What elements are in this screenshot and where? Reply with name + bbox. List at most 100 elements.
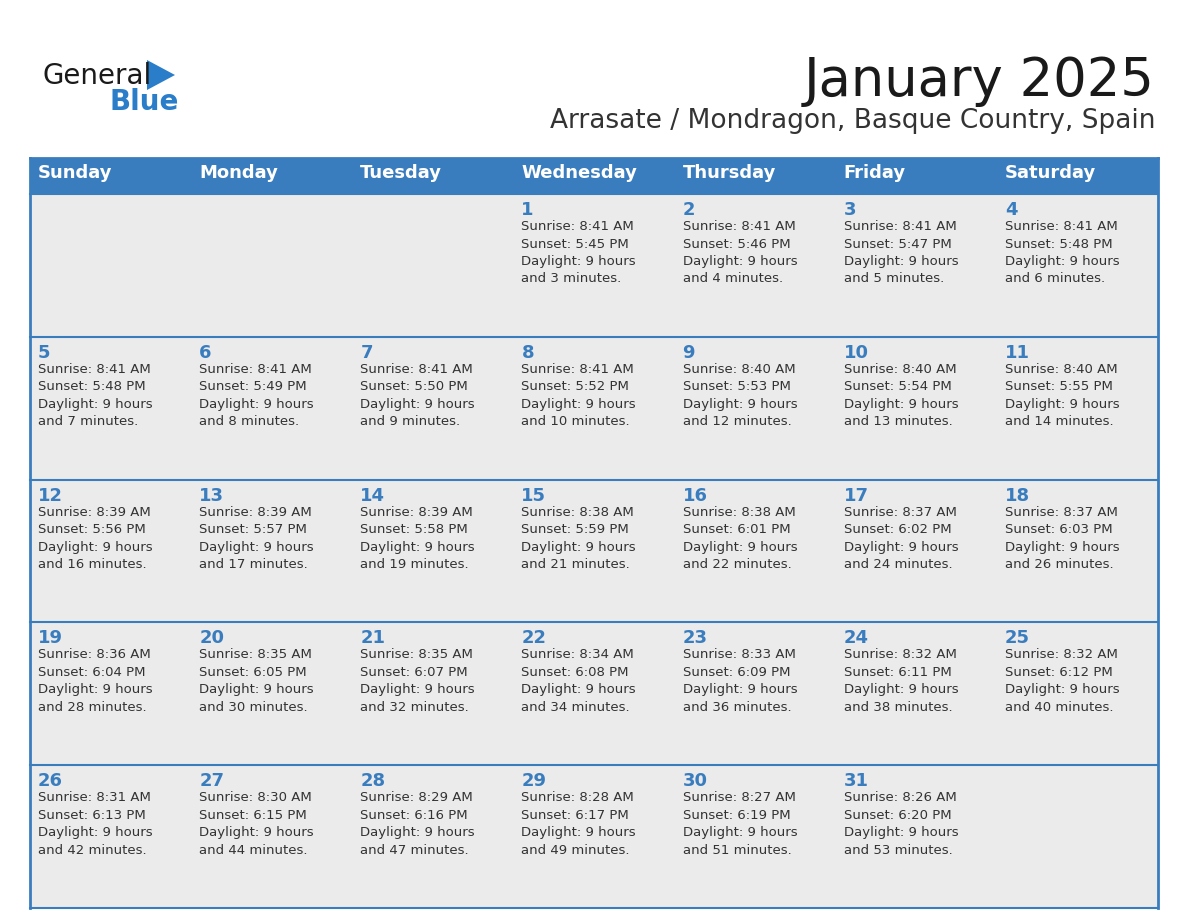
Text: 22: 22 — [522, 630, 546, 647]
Bar — [30, 194, 191, 337]
Bar — [513, 766, 675, 908]
Text: 25: 25 — [1005, 630, 1030, 647]
Text: January 2025: January 2025 — [804, 55, 1155, 107]
Text: Sunrise: 8:41 AM
Sunset: 5:46 PM
Daylight: 9 hours
and 4 minutes.: Sunrise: 8:41 AM Sunset: 5:46 PM Dayligh… — [683, 220, 797, 285]
Bar — [513, 479, 675, 622]
Text: Sunrise: 8:38 AM
Sunset: 5:59 PM
Daylight: 9 hours
and 21 minutes.: Sunrise: 8:38 AM Sunset: 5:59 PM Dayligh… — [522, 506, 636, 571]
Text: Sunrise: 8:26 AM
Sunset: 6:20 PM
Daylight: 9 hours
and 53 minutes.: Sunrise: 8:26 AM Sunset: 6:20 PM Dayligh… — [843, 791, 959, 856]
Text: Sunrise: 8:40 AM
Sunset: 5:55 PM
Daylight: 9 hours
and 14 minutes.: Sunrise: 8:40 AM Sunset: 5:55 PM Dayligh… — [1005, 363, 1119, 429]
Text: 1: 1 — [522, 201, 533, 219]
Bar — [675, 622, 835, 766]
Bar — [675, 479, 835, 622]
Text: Sunrise: 8:35 AM
Sunset: 6:07 PM
Daylight: 9 hours
and 32 minutes.: Sunrise: 8:35 AM Sunset: 6:07 PM Dayligh… — [360, 648, 475, 714]
Text: 23: 23 — [683, 630, 708, 647]
Text: 21: 21 — [360, 630, 385, 647]
Text: 11: 11 — [1005, 344, 1030, 362]
Text: 2: 2 — [683, 201, 695, 219]
Text: Sunrise: 8:38 AM
Sunset: 6:01 PM
Daylight: 9 hours
and 22 minutes.: Sunrise: 8:38 AM Sunset: 6:01 PM Dayligh… — [683, 506, 797, 571]
Text: Sunrise: 8:32 AM
Sunset: 6:12 PM
Daylight: 9 hours
and 40 minutes.: Sunrise: 8:32 AM Sunset: 6:12 PM Dayligh… — [1005, 648, 1119, 714]
Text: Sunrise: 8:41 AM
Sunset: 5:47 PM
Daylight: 9 hours
and 5 minutes.: Sunrise: 8:41 AM Sunset: 5:47 PM Dayligh… — [843, 220, 959, 285]
Text: Sunrise: 8:40 AM
Sunset: 5:53 PM
Daylight: 9 hours
and 12 minutes.: Sunrise: 8:40 AM Sunset: 5:53 PM Dayligh… — [683, 363, 797, 429]
Text: 10: 10 — [843, 344, 868, 362]
Bar — [997, 479, 1158, 622]
Polygon shape — [147, 60, 175, 90]
Text: 18: 18 — [1005, 487, 1030, 505]
Text: Sunrise: 8:39 AM
Sunset: 5:57 PM
Daylight: 9 hours
and 17 minutes.: Sunrise: 8:39 AM Sunset: 5:57 PM Dayligh… — [200, 506, 314, 571]
Text: Blue: Blue — [110, 88, 179, 116]
Text: Wednesday: Wednesday — [522, 164, 637, 182]
Bar — [835, 766, 997, 908]
Text: 3: 3 — [843, 201, 857, 219]
Bar — [353, 622, 513, 766]
Text: 14: 14 — [360, 487, 385, 505]
Text: Sunrise: 8:39 AM
Sunset: 5:58 PM
Daylight: 9 hours
and 19 minutes.: Sunrise: 8:39 AM Sunset: 5:58 PM Dayligh… — [360, 506, 475, 571]
Text: General: General — [42, 62, 151, 90]
Bar — [513, 622, 675, 766]
Text: 20: 20 — [200, 630, 225, 647]
Bar — [30, 622, 191, 766]
Text: 28: 28 — [360, 772, 385, 790]
Text: 15: 15 — [522, 487, 546, 505]
Text: 4: 4 — [1005, 201, 1017, 219]
Text: Sunrise: 8:39 AM
Sunset: 5:56 PM
Daylight: 9 hours
and 16 minutes.: Sunrise: 8:39 AM Sunset: 5:56 PM Dayligh… — [38, 506, 152, 571]
Text: Saturday: Saturday — [1005, 164, 1097, 182]
Text: 31: 31 — [843, 772, 868, 790]
Text: Sunrise: 8:41 AM
Sunset: 5:48 PM
Daylight: 9 hours
and 7 minutes.: Sunrise: 8:41 AM Sunset: 5:48 PM Dayligh… — [38, 363, 152, 429]
Text: Sunrise: 8:37 AM
Sunset: 6:02 PM
Daylight: 9 hours
and 24 minutes.: Sunrise: 8:37 AM Sunset: 6:02 PM Dayligh… — [843, 506, 959, 571]
Text: 26: 26 — [38, 772, 63, 790]
Text: Sunrise: 8:36 AM
Sunset: 6:04 PM
Daylight: 9 hours
and 28 minutes.: Sunrise: 8:36 AM Sunset: 6:04 PM Dayligh… — [38, 648, 152, 714]
Text: 24: 24 — [843, 630, 868, 647]
Bar — [30, 766, 191, 908]
Text: 17: 17 — [843, 487, 868, 505]
Bar — [353, 766, 513, 908]
Bar — [30, 158, 191, 194]
Text: Sunrise: 8:34 AM
Sunset: 6:08 PM
Daylight: 9 hours
and 34 minutes.: Sunrise: 8:34 AM Sunset: 6:08 PM Dayligh… — [522, 648, 636, 714]
Bar — [353, 158, 513, 194]
Bar — [191, 337, 353, 479]
Text: Sunrise: 8:41 AM
Sunset: 5:45 PM
Daylight: 9 hours
and 3 minutes.: Sunrise: 8:41 AM Sunset: 5:45 PM Dayligh… — [522, 220, 636, 285]
Text: Sunday: Sunday — [38, 164, 113, 182]
Bar — [675, 158, 835, 194]
Text: 7: 7 — [360, 344, 373, 362]
Bar — [997, 194, 1158, 337]
Bar — [997, 766, 1158, 908]
Bar — [835, 622, 997, 766]
Bar — [191, 158, 353, 194]
Bar — [997, 622, 1158, 766]
Text: Sunrise: 8:32 AM
Sunset: 6:11 PM
Daylight: 9 hours
and 38 minutes.: Sunrise: 8:32 AM Sunset: 6:11 PM Dayligh… — [843, 648, 959, 714]
Bar — [353, 194, 513, 337]
Bar — [513, 337, 675, 479]
Bar — [191, 194, 353, 337]
Text: Monday: Monday — [200, 164, 278, 182]
Bar — [353, 479, 513, 622]
Text: Sunrise: 8:41 AM
Sunset: 5:50 PM
Daylight: 9 hours
and 9 minutes.: Sunrise: 8:41 AM Sunset: 5:50 PM Dayligh… — [360, 363, 475, 429]
Bar — [835, 337, 997, 479]
Text: 13: 13 — [200, 487, 225, 505]
Text: 30: 30 — [683, 772, 708, 790]
Text: Sunrise: 8:41 AM
Sunset: 5:48 PM
Daylight: 9 hours
and 6 minutes.: Sunrise: 8:41 AM Sunset: 5:48 PM Dayligh… — [1005, 220, 1119, 285]
Bar — [30, 479, 191, 622]
Text: Sunrise: 8:35 AM
Sunset: 6:05 PM
Daylight: 9 hours
and 30 minutes.: Sunrise: 8:35 AM Sunset: 6:05 PM Dayligh… — [200, 648, 314, 714]
Text: Arrasate / Mondragon, Basque Country, Spain: Arrasate / Mondragon, Basque Country, Sp… — [550, 108, 1155, 134]
Text: Sunrise: 8:41 AM
Sunset: 5:52 PM
Daylight: 9 hours
and 10 minutes.: Sunrise: 8:41 AM Sunset: 5:52 PM Dayligh… — [522, 363, 636, 429]
Text: Sunrise: 8:29 AM
Sunset: 6:16 PM
Daylight: 9 hours
and 47 minutes.: Sunrise: 8:29 AM Sunset: 6:16 PM Dayligh… — [360, 791, 475, 856]
Bar — [835, 479, 997, 622]
Text: 16: 16 — [683, 487, 708, 505]
Bar — [191, 622, 353, 766]
Bar — [191, 479, 353, 622]
Text: Sunrise: 8:28 AM
Sunset: 6:17 PM
Daylight: 9 hours
and 49 minutes.: Sunrise: 8:28 AM Sunset: 6:17 PM Dayligh… — [522, 791, 636, 856]
Text: 5: 5 — [38, 344, 51, 362]
Text: Sunrise: 8:37 AM
Sunset: 6:03 PM
Daylight: 9 hours
and 26 minutes.: Sunrise: 8:37 AM Sunset: 6:03 PM Dayligh… — [1005, 506, 1119, 571]
Bar — [675, 194, 835, 337]
Bar — [30, 337, 191, 479]
Text: 19: 19 — [38, 630, 63, 647]
Bar — [191, 766, 353, 908]
Text: Tuesday: Tuesday — [360, 164, 442, 182]
Bar — [835, 194, 997, 337]
Text: Sunrise: 8:31 AM
Sunset: 6:13 PM
Daylight: 9 hours
and 42 minutes.: Sunrise: 8:31 AM Sunset: 6:13 PM Dayligh… — [38, 791, 152, 856]
Text: 27: 27 — [200, 772, 225, 790]
Bar — [513, 158, 675, 194]
Text: Sunrise: 8:40 AM
Sunset: 5:54 PM
Daylight: 9 hours
and 13 minutes.: Sunrise: 8:40 AM Sunset: 5:54 PM Dayligh… — [843, 363, 959, 429]
Bar — [513, 194, 675, 337]
Text: Thursday: Thursday — [683, 164, 776, 182]
